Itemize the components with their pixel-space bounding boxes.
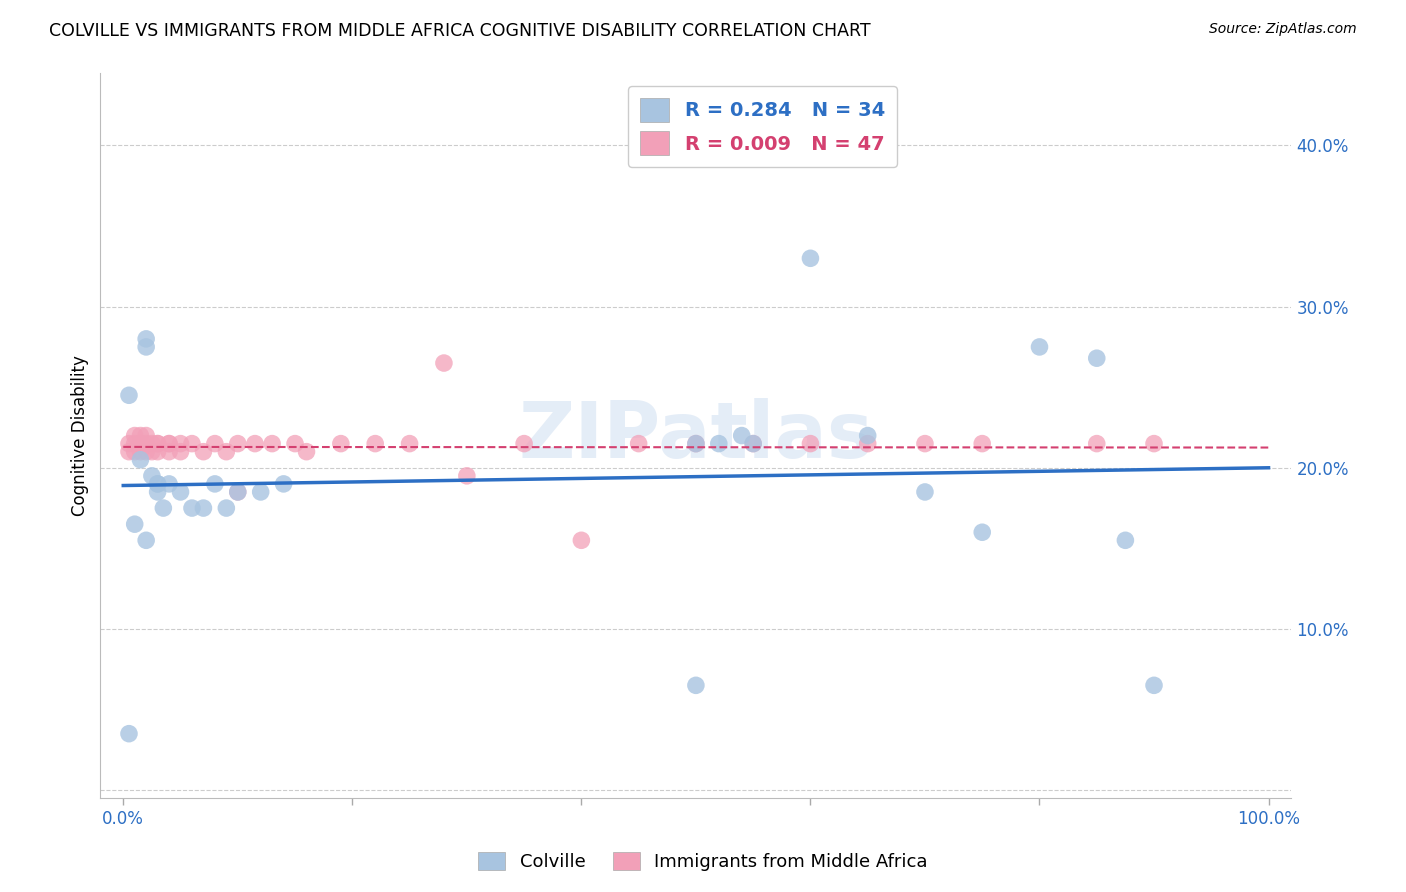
Point [135, 332, 157, 346]
Point [226, 485, 249, 500]
Legend: R = 0.284   N = 34, R = 0.009   N = 47: R = 0.284 N = 34, R = 0.009 N = 47 [628, 87, 897, 167]
Point [731, 428, 754, 442]
Point [169, 436, 191, 450]
Point [152, 501, 174, 516]
Point [742, 436, 765, 450]
Point [284, 436, 307, 450]
Point [685, 436, 707, 450]
Point [146, 485, 169, 500]
Point [141, 436, 163, 450]
Point [226, 485, 249, 500]
Point [742, 436, 765, 450]
Point [169, 444, 191, 458]
Point [1143, 678, 1166, 692]
Point [1085, 436, 1108, 450]
Point [364, 436, 387, 450]
Point [135, 533, 157, 548]
Point [1114, 533, 1136, 548]
Point [169, 485, 191, 500]
Point [146, 436, 169, 450]
Point [193, 444, 215, 458]
Point [627, 436, 650, 450]
Point [157, 436, 180, 450]
Point [135, 444, 157, 458]
Text: COLVILLE VS IMMIGRANTS FROM MIDDLE AFRICA COGNITIVE DISABILITY CORRELATION CHART: COLVILLE VS IMMIGRANTS FROM MIDDLE AFRIC… [49, 22, 870, 40]
Point [569, 533, 592, 548]
Point [1028, 340, 1050, 354]
Point [124, 444, 146, 458]
Point [262, 436, 284, 450]
Point [124, 428, 146, 442]
Point [141, 444, 163, 458]
Point [124, 436, 146, 450]
Point [129, 444, 152, 458]
Point [118, 436, 141, 450]
Point [204, 476, 226, 491]
Point [329, 436, 352, 450]
Point [215, 501, 238, 516]
Text: Source: ZipAtlas.com: Source: ZipAtlas.com [1209, 22, 1357, 37]
Text: ZIPatlas: ZIPatlas [519, 398, 873, 474]
Point [157, 444, 180, 458]
Point [707, 436, 730, 450]
Point [135, 436, 157, 450]
Point [398, 436, 420, 450]
Point [118, 388, 141, 402]
Point [135, 340, 157, 354]
Point [685, 678, 707, 692]
Point [433, 356, 456, 370]
Point [146, 476, 169, 491]
Point [129, 428, 152, 442]
Point [135, 428, 157, 442]
Legend: Colville, Immigrants from Middle Africa: Colville, Immigrants from Middle Africa [471, 845, 935, 879]
Point [124, 517, 146, 532]
Point [157, 436, 180, 450]
Point [1143, 436, 1166, 450]
Point [181, 436, 204, 450]
Point [914, 436, 936, 450]
Point [456, 468, 478, 483]
Point [799, 252, 821, 266]
Point [685, 436, 707, 450]
Point [856, 428, 879, 442]
Point [193, 501, 215, 516]
Point [141, 468, 163, 483]
Point [243, 436, 266, 450]
Point [914, 485, 936, 500]
Point [181, 501, 204, 516]
Point [215, 444, 238, 458]
Point [513, 436, 536, 450]
Point [118, 444, 141, 458]
Point [972, 436, 994, 450]
Point [129, 452, 152, 467]
Point [146, 476, 169, 491]
Point [856, 436, 879, 450]
Point [146, 444, 169, 458]
Point [118, 727, 141, 741]
Point [204, 436, 226, 450]
Point [129, 436, 152, 450]
Point [146, 436, 169, 450]
Point [249, 485, 271, 500]
Point [273, 476, 295, 491]
Point [799, 436, 821, 450]
Point [157, 476, 180, 491]
Point [226, 436, 249, 450]
Y-axis label: Cognitive Disability: Cognitive Disability [72, 355, 89, 516]
Point [1085, 351, 1108, 366]
Point [295, 444, 318, 458]
Point [972, 525, 994, 540]
